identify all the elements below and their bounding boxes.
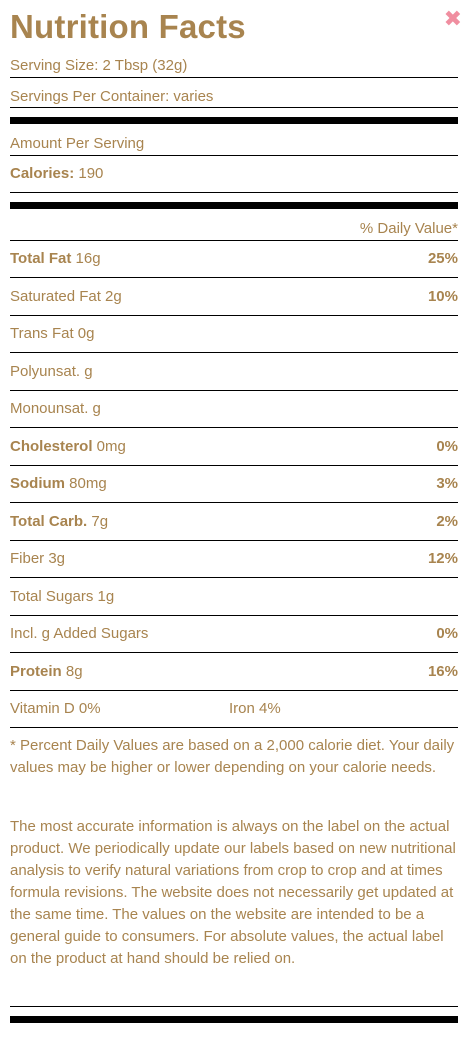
- nutrient-dv: 0%: [436, 438, 458, 455]
- nutrient-label: Total Fat: [10, 250, 72, 267]
- calories-value: 190: [74, 164, 104, 182]
- nutrient-row-total-carb: Total Carb. 7g 2%: [10, 503, 458, 540]
- divider: [10, 427, 458, 428]
- nutrient-amount: 0mg: [92, 438, 126, 455]
- thick-divider: [10, 1016, 458, 1023]
- disclaimer: The most accurate information is always …: [10, 818, 456, 967]
- nutrient-label: Monounsat. g: [10, 400, 101, 417]
- amount-per-serving-text: Amount Per Serving: [10, 134, 145, 152]
- divider: [10, 77, 458, 78]
- nutrient-row-total-sugars: Total Sugars 1g: [10, 578, 458, 615]
- nutrient-row-saturated-fat: Saturated Fat 2g 10%: [10, 278, 458, 315]
- serving-size-text: Serving Size: 2 Tbsp (32g): [10, 56, 188, 74]
- nutrient-row-polyunsat: Polyunsat. g: [10, 353, 458, 390]
- divider: [10, 615, 458, 616]
- calories-row: Calories: 190: [10, 155, 458, 191]
- servings-per-container: Servings Per Container: varies: [10, 78, 458, 114]
- vitamins-row: Vitamin D 0% Iron 4%: [10, 690, 458, 727]
- nutrient-label: Trans Fat 0g: [10, 325, 95, 342]
- divider: [10, 155, 458, 156]
- daily-value-header-text: % Daily Value*: [359, 219, 458, 237]
- nutrient-dv: 3%: [436, 475, 458, 492]
- divider: [10, 192, 458, 193]
- divider: [10, 1006, 458, 1007]
- nutrient-amount: 16g: [71, 250, 101, 267]
- amount-per-serving: Amount Per Serving: [10, 125, 458, 161]
- divider: [10, 727, 458, 728]
- thick-divider: [10, 202, 458, 209]
- nutrient-row-total-fat: Total Fat 16g 25%: [10, 240, 458, 277]
- nutrient-amount: 80mg: [65, 475, 107, 492]
- divider: [10, 502, 458, 503]
- nutrient-dv: 0%: [436, 625, 458, 642]
- calories-label: Calories:: [10, 164, 75, 182]
- nutrient-label: Polyunsat. g: [10, 363, 93, 380]
- nutrient-row-monounsat: Monounsat. g: [10, 390, 458, 427]
- nutrient-label: Sodium: [10, 475, 65, 492]
- nutrient-row-added-sugars: Incl. g Added Sugars 0%: [10, 615, 458, 652]
- vitamin-d: Vitamin D 0%: [10, 700, 101, 717]
- nutrient-label: Protein: [10, 663, 62, 680]
- divider: [10, 240, 458, 241]
- divider: [10, 390, 458, 391]
- nutrient-row-cholesterol: Cholesterol 0mg 0%: [10, 428, 458, 465]
- nutrient-label: Total Carb.: [10, 513, 88, 530]
- divider: [10, 107, 458, 108]
- daily-value-header: % Daily Value*: [10, 210, 458, 246]
- thick-divider: [10, 117, 458, 124]
- divider: [10, 540, 458, 541]
- nutrient-label: Fiber 3g: [10, 550, 66, 567]
- nutrient-label: Total Sugars 1g: [10, 588, 115, 605]
- footnote: * Percent Daily Values are based on a 2,…: [10, 737, 455, 776]
- close-icon[interactable]: ✖: [443, 6, 462, 31]
- divider: [10, 465, 458, 466]
- divider: [10, 652, 458, 653]
- nutrient-row-trans-fat: Trans Fat 0g: [10, 315, 458, 352]
- servings-per-container-text: Servings Per Container: varies: [10, 87, 214, 105]
- nutrient-dv: 16%: [427, 663, 458, 680]
- divider: [10, 315, 458, 316]
- iron: Iron 4%: [229, 700, 281, 717]
- nutrient-label: Incl. g Added Sugars: [10, 625, 149, 642]
- nutrient-dv: 2%: [436, 513, 458, 530]
- serving-size: Serving Size: 2 Tbsp (32g): [10, 47, 458, 83]
- nutrient-label: Saturated Fat 2g: [10, 288, 122, 305]
- nutrient-row-protein: Protein 8g 16%: [10, 653, 458, 690]
- nutrient-dv: 12%: [427, 550, 458, 567]
- nutrient-dv: 25%: [427, 250, 458, 267]
- nutrient-amount: 8g: [61, 663, 83, 680]
- divider: [10, 352, 458, 353]
- nutrient-row-fiber: Fiber 3g 12%: [10, 540, 458, 577]
- divider: [10, 277, 458, 278]
- label-title: Nutrition Facts: [10, 8, 246, 45]
- nutrient-amount: 7g: [87, 513, 109, 530]
- nutrient-dv: 10%: [427, 288, 458, 305]
- nutrient-row-sodium: Sodium 80mg 3%: [10, 465, 458, 502]
- divider: [10, 577, 458, 578]
- nutrient-label: Cholesterol: [10, 438, 93, 455]
- divider: [10, 690, 458, 691]
